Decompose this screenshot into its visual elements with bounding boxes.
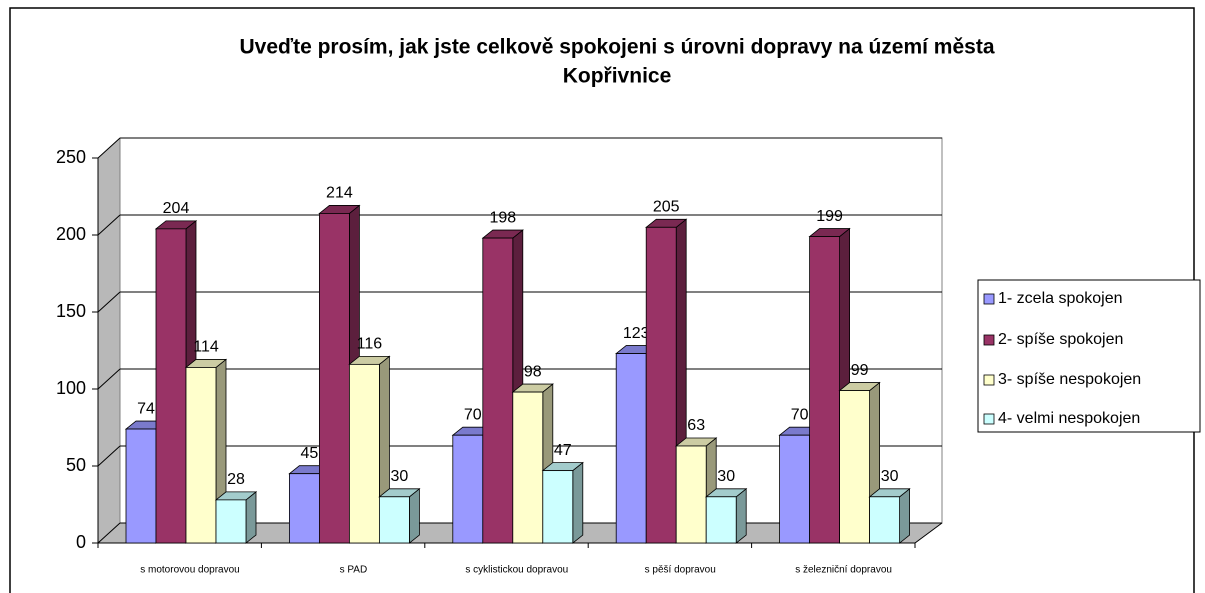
- grid-line: [97, 445, 121, 467]
- bar-front: [185, 367, 217, 544]
- value-label: 123: [623, 325, 650, 342]
- value-label: 30: [717, 468, 735, 485]
- bar-front: [615, 353, 647, 544]
- bar: [541, 461, 584, 544]
- bar-side: [572, 461, 584, 544]
- bar-front: [452, 434, 484, 544]
- bar-front: [512, 391, 544, 544]
- bar-front: [675, 445, 707, 544]
- value-label: 116: [357, 336, 383, 353]
- x-tick-label: s železniční dopravou: [795, 565, 892, 576]
- bar-front: [809, 236, 840, 544]
- value-label: 214: [326, 185, 353, 202]
- chart-title: Uveďte prosím, jak jste celkově spokojen…: [239, 36, 994, 59]
- legend-swatch: [983, 413, 995, 425]
- bar-front: [378, 496, 410, 544]
- grid-line: [97, 291, 121, 313]
- value-label: 98: [524, 363, 542, 380]
- value-label: 28: [227, 471, 245, 488]
- y-tick-label: 100: [56, 378, 86, 398]
- bar-side: [735, 487, 747, 544]
- bar-side: [899, 487, 910, 544]
- value-label: 114: [193, 339, 219, 356]
- value-label: 70: [464, 406, 482, 423]
- grid-line: [97, 137, 121, 159]
- bar-front: [839, 390, 870, 544]
- legend-swatch: [983, 374, 995, 386]
- legend-label: 4- velmi nespokojen: [998, 410, 1140, 427]
- bar-side: [408, 487, 420, 544]
- y-tick-label: 200: [56, 224, 86, 244]
- y-tick-label: 250: [56, 147, 86, 167]
- legend: [977, 279, 1201, 433]
- bar-front: [869, 496, 900, 544]
- x-tick-label: s PAD: [340, 565, 368, 576]
- chart-title: Kopřivnice: [563, 65, 672, 88]
- bar-front: [705, 496, 737, 544]
- y-tick-label: 0: [76, 532, 86, 552]
- bar-front: [542, 470, 574, 544]
- value-label: 30: [881, 468, 899, 485]
- grid-line: [97, 368, 121, 390]
- x-tick-label: s cyklistickou dopravou: [465, 565, 568, 576]
- value-label: 47: [554, 442, 572, 459]
- bar: [705, 487, 748, 544]
- legend-swatch: [983, 334, 995, 346]
- value-label: 99: [851, 362, 869, 379]
- side-wall: [98, 138, 120, 543]
- bar-front: [779, 434, 810, 544]
- bar-front: [482, 237, 514, 544]
- legend-label: 1- zcela spokojen: [998, 290, 1123, 307]
- legend-label: 3- spíše nespokojen: [998, 371, 1141, 388]
- value-label: 74: [137, 400, 155, 417]
- value-label: 70: [791, 406, 809, 423]
- grid-line: [97, 522, 121, 544]
- value-label: 199: [816, 208, 843, 225]
- value-label: 205: [653, 199, 680, 216]
- value-label: 30: [391, 468, 409, 485]
- bar-front: [348, 363, 380, 544]
- y-tick-label: 50: [66, 455, 86, 475]
- x-tick-label: s pěší dopravou: [645, 565, 716, 576]
- bar-front: [125, 428, 157, 544]
- bar: [868, 487, 911, 544]
- legend-swatch: [983, 293, 995, 305]
- bar-front: [318, 213, 350, 544]
- bar-front: [215, 499, 247, 544]
- grid-line: [97, 214, 121, 236]
- value-label: 198: [489, 209, 516, 226]
- x-tick-label: s motorovou dopravou: [140, 565, 240, 576]
- y-tick-label: 150: [56, 301, 86, 321]
- legend-label: 2- spíše spokojen: [998, 331, 1123, 348]
- value-label: 63: [687, 417, 705, 434]
- bar-front: [288, 473, 320, 544]
- bar-front: [155, 228, 187, 544]
- bar: [214, 491, 258, 544]
- bar-front: [645, 226, 677, 544]
- bar: [378, 487, 421, 544]
- bar: [838, 381, 881, 544]
- value-label: 204: [163, 200, 190, 217]
- bar-side: [245, 491, 257, 544]
- value-label: 45: [301, 445, 319, 462]
